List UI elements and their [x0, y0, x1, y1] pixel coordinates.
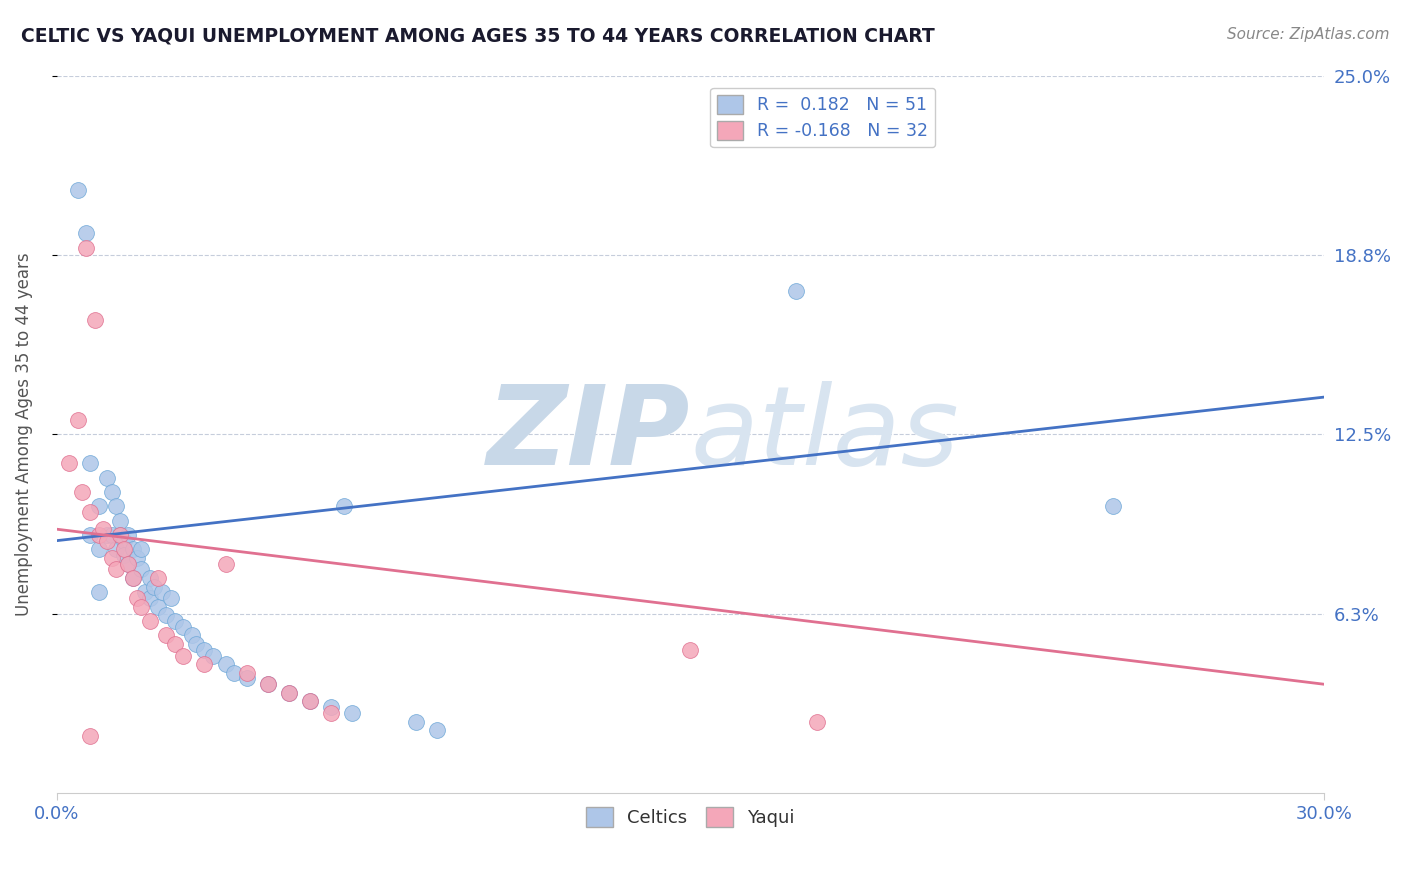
Point — [146, 571, 169, 585]
Point — [121, 571, 143, 585]
Point — [333, 500, 356, 514]
Point — [117, 557, 139, 571]
Point — [193, 657, 215, 672]
Point — [108, 528, 131, 542]
Point — [117, 528, 139, 542]
Point — [214, 557, 236, 571]
Point — [235, 665, 257, 680]
Point — [121, 571, 143, 585]
Text: CELTIC VS YAQUI UNEMPLOYMENT AMONG AGES 35 TO 44 YEARS CORRELATION CHART: CELTIC VS YAQUI UNEMPLOYMENT AMONG AGES … — [21, 27, 935, 45]
Point — [184, 637, 207, 651]
Point — [146, 599, 169, 614]
Point — [342, 706, 364, 720]
Point — [104, 500, 127, 514]
Point — [1101, 500, 1123, 514]
Point — [58, 456, 80, 470]
Point — [100, 484, 122, 499]
Point — [79, 528, 101, 542]
Point — [785, 284, 807, 298]
Point — [70, 484, 93, 499]
Point — [278, 686, 301, 700]
Point — [235, 672, 257, 686]
Point — [104, 562, 127, 576]
Point — [193, 642, 215, 657]
Point — [150, 585, 173, 599]
Point — [405, 714, 427, 729]
Point — [278, 686, 301, 700]
Point — [138, 571, 160, 585]
Point — [121, 542, 143, 557]
Point — [125, 591, 148, 606]
Point — [66, 413, 89, 427]
Point — [129, 562, 152, 576]
Legend: Celtics, Yaqui: Celtics, Yaqui — [579, 800, 801, 835]
Point — [125, 550, 148, 565]
Point — [201, 648, 224, 663]
Point — [155, 628, 177, 642]
Point — [112, 542, 135, 557]
Point — [138, 591, 160, 606]
Point — [321, 706, 343, 720]
Point — [66, 183, 89, 197]
Point — [96, 533, 118, 548]
Point — [426, 723, 449, 738]
Point — [96, 528, 118, 542]
Point — [100, 550, 122, 565]
Point — [142, 580, 165, 594]
Point — [138, 614, 160, 628]
Point — [163, 614, 186, 628]
Point — [108, 528, 131, 542]
Point — [96, 470, 118, 484]
Text: ZIP: ZIP — [486, 381, 690, 488]
Point — [159, 591, 181, 606]
Point — [679, 642, 702, 657]
Point — [79, 456, 101, 470]
Point — [75, 227, 97, 241]
Y-axis label: Unemployment Among Ages 35 to 44 years: Unemployment Among Ages 35 to 44 years — [15, 252, 32, 616]
Point — [172, 648, 194, 663]
Point — [806, 714, 828, 729]
Point — [163, 637, 186, 651]
Point — [321, 700, 343, 714]
Point — [172, 620, 194, 634]
Point — [155, 608, 177, 623]
Point — [108, 514, 131, 528]
Point — [87, 585, 110, 599]
Point — [180, 628, 202, 642]
Point — [129, 599, 152, 614]
Point — [112, 548, 135, 562]
Point — [257, 677, 280, 691]
Point — [83, 312, 105, 326]
Point — [299, 694, 322, 708]
Point — [214, 657, 236, 672]
Point — [104, 542, 127, 557]
Point — [79, 729, 101, 743]
Point — [129, 542, 152, 557]
Point — [100, 528, 122, 542]
Point — [91, 522, 114, 536]
Point — [222, 665, 245, 680]
Text: atlas: atlas — [690, 381, 959, 488]
Point — [79, 505, 101, 519]
Point — [87, 528, 110, 542]
Point — [87, 500, 110, 514]
Point — [87, 542, 110, 557]
Text: Source: ZipAtlas.com: Source: ZipAtlas.com — [1226, 27, 1389, 42]
Point — [134, 585, 156, 599]
Point — [75, 241, 97, 255]
Point — [117, 557, 139, 571]
Point — [299, 694, 322, 708]
Point — [112, 533, 135, 548]
Point — [257, 677, 280, 691]
